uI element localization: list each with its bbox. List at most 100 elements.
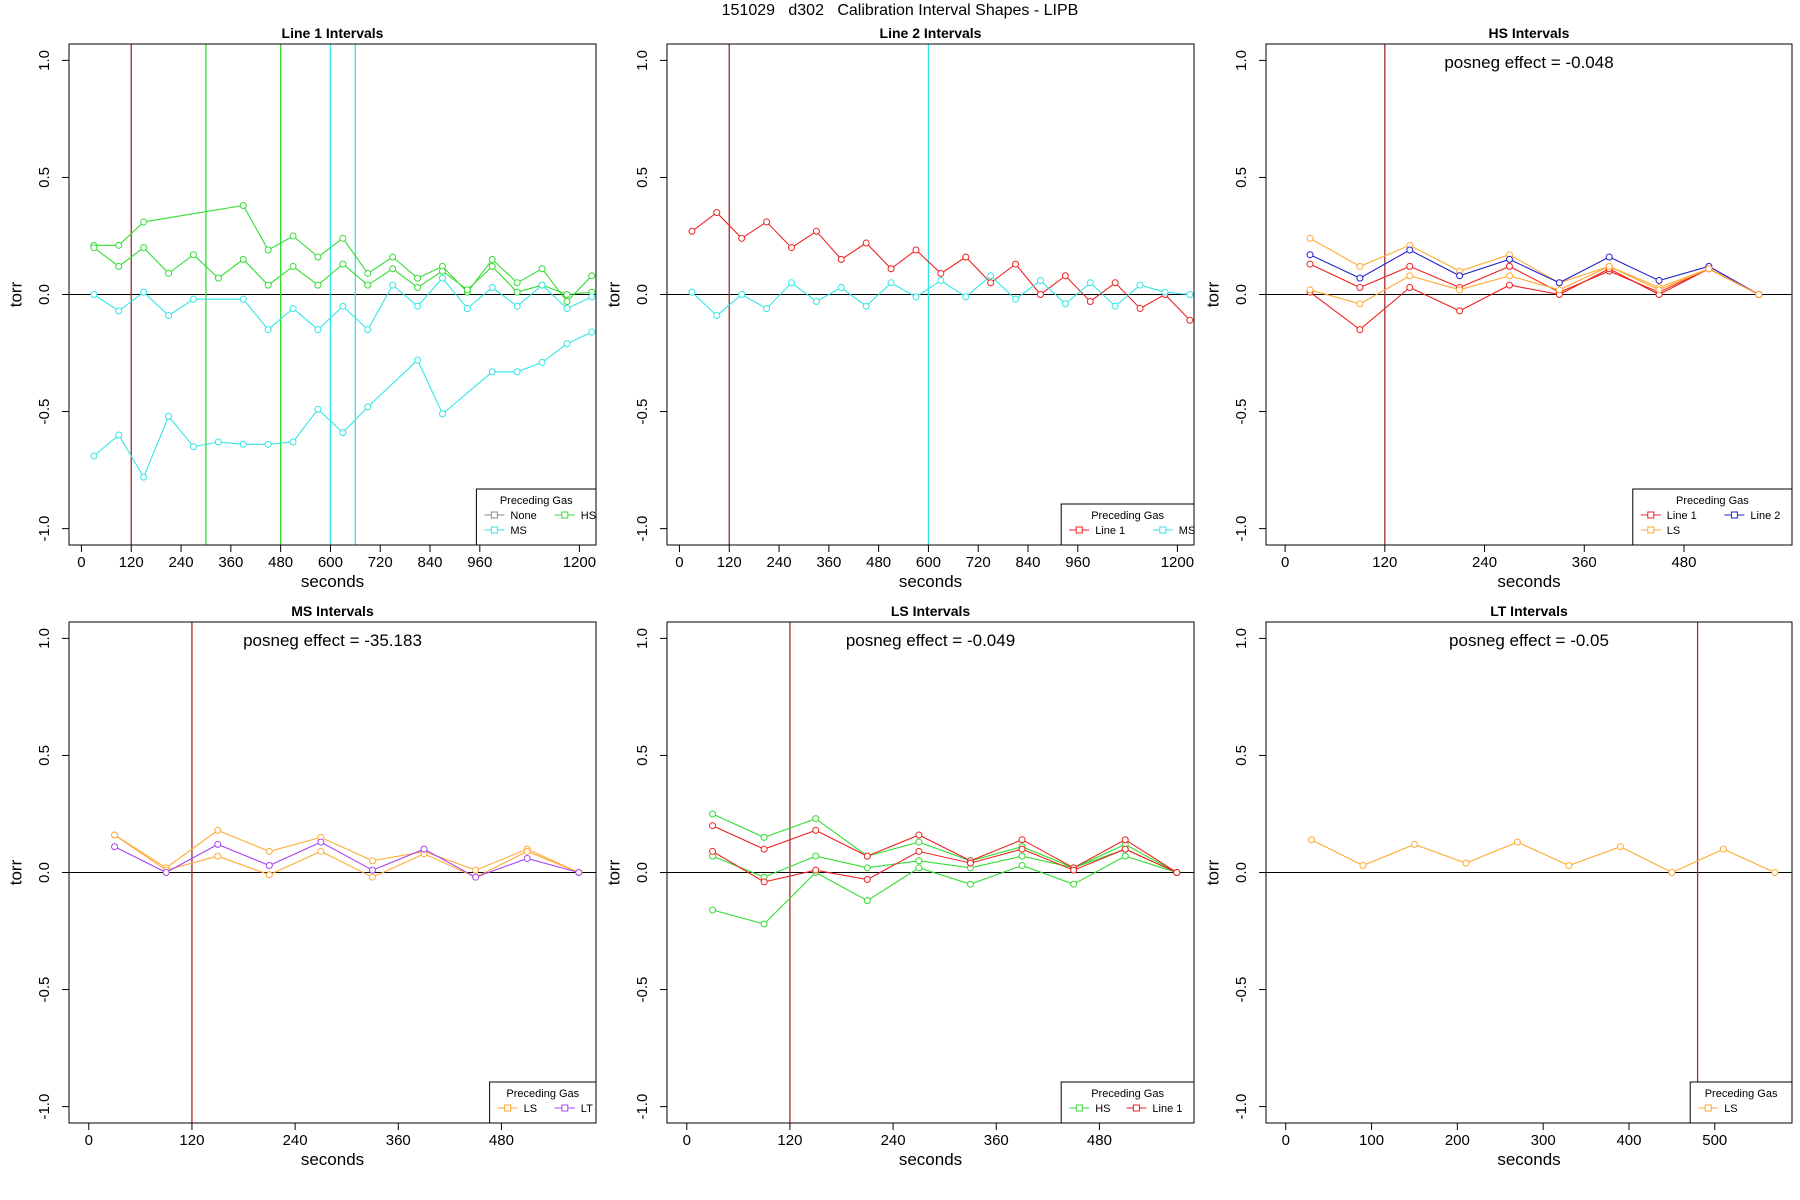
data-point [289,438,297,446]
y-axis-label: torr [604,859,623,885]
data-point [812,227,820,235]
data-point [314,405,322,413]
data-point [314,326,322,334]
data-point [812,826,820,834]
data-point [189,251,197,259]
y-tick-label: -1.0 [36,1094,53,1120]
figure-title: 151029 d302 Calibration Interval Shapes … [721,2,1079,19]
data-point [513,279,521,287]
y-tick-label: 0.5 [634,167,651,188]
data-point [1111,279,1119,287]
series-5 [709,845,1181,886]
data-point [1655,276,1663,284]
data-point [760,833,768,841]
data-point [1505,281,1513,289]
legend-item: LS [1698,1103,1738,1115]
series-line [114,834,580,878]
legend-label: Line 1 [1095,525,1125,537]
x-tick-label: 0 [1281,554,1289,571]
legend-label: LS [524,1103,537,1115]
data-point [513,368,521,376]
x-tick-label: 360 [816,554,841,571]
data-point [538,358,546,366]
legend-label: Line 1 [1152,1103,1182,1115]
data-point [1505,255,1513,263]
legend-label: MS [510,525,527,537]
chart-svg: Line 2 Intervals 0 120 240 360 480 600 720 840 96… [604,25,1195,591]
x-axis-label: seconds [899,572,962,591]
data-point [1306,251,1314,259]
legend-label: HS [581,510,596,522]
chart-title: MS Intervals [291,603,374,619]
x-axis-label: seconds [1497,1150,1560,1169]
x-tick-label: 480 [268,554,293,571]
data-point [1036,291,1044,298]
data-point [575,869,583,876]
data-point [760,878,768,886]
data-point [713,209,721,217]
data-point [987,279,995,287]
data-point [189,295,197,303]
data-point [812,852,820,860]
data-point [538,265,546,273]
posneg-annotation: posneg effect = -0.049 [846,631,1015,650]
y-tick-label: -0.5 [36,399,53,425]
data-point [314,281,322,289]
legend-item: LS [1640,525,1680,537]
data-point [1070,880,1078,888]
data-point [709,906,717,914]
legend-swatch-marker [561,1104,569,1112]
data-point [214,840,222,848]
legend-title: Preceding Gas [506,1088,579,1100]
x-tick-label: 480 [1087,1132,1112,1149]
data-point [713,312,721,320]
data-point [1356,326,1364,334]
data-point [837,283,845,291]
data-point [1356,300,1364,308]
data-point [1306,260,1314,268]
chart-svg: Line 1 Intervals 0 120 240 360 480 600 720 840 96… [6,25,597,591]
legend-swatch-marker [490,526,498,534]
data-point [264,440,272,448]
data-point [1616,843,1624,851]
data-point [1771,869,1779,876]
data-point [1456,307,1464,315]
y-tick-label: 0.0 [1233,284,1250,305]
x-tick-label: 240 [283,1132,308,1149]
data-point [488,255,496,263]
x-tick-label: 200 [1445,1132,1470,1149]
data-point [414,274,422,282]
x-tick-label: 480 [1671,554,1696,571]
data-point [265,847,273,855]
posneg-annotation: posneg effect = -35.183 [243,631,422,650]
chart-title: LT Intervals [1490,603,1568,619]
legend-item: HS [1069,1103,1110,1115]
data-point [289,262,297,270]
data-point [563,340,571,348]
legend-swatch-marker [1159,526,1167,534]
data-point [438,274,446,282]
x-tick-label: 480 [866,554,891,571]
data-point [588,272,596,280]
data-point [389,281,397,289]
data-point [364,403,372,411]
series-line [1309,249,1760,295]
series-5 [1306,262,1763,308]
data-point [1086,279,1094,287]
data-point [264,281,272,289]
data-point [862,302,870,310]
legend-swatch-marker [1647,511,1655,519]
series-line [1309,265,1760,305]
data-point [111,831,119,839]
data-point [90,452,98,460]
y-tick-label: -0.5 [1233,977,1250,1003]
series-line [712,813,1178,873]
data-point [863,852,871,860]
y-tick-label: 1.0 [1233,628,1250,649]
chart-panel-4: MS Intervals 0 120 240 360 480 -1.0 -0.5 0.0 0.5 1… [0,598,602,1182]
data-point [414,302,422,310]
data-point [915,864,923,872]
legend-item: Line 1 [1069,525,1125,537]
data-point [1555,279,1563,287]
